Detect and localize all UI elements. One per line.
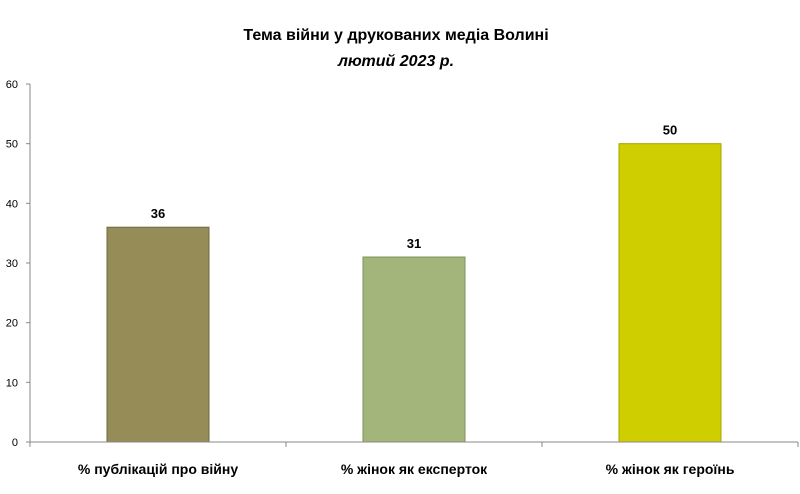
y-tick-label: 10	[6, 377, 18, 389]
bar	[106, 226, 210, 443]
data-label: 36	[151, 206, 165, 221]
chart-subtitle: лютий 2023 р.	[337, 53, 454, 70]
bar	[618, 143, 722, 443]
y-tick-label: 40	[6, 198, 18, 210]
y-tick-label: 50	[6, 139, 18, 151]
bar	[362, 256, 466, 443]
y-tick-label: 0	[12, 437, 18, 449]
x-category-label: % публікацій про війну	[78, 461, 238, 477]
data-label: 50	[663, 123, 677, 138]
data-label: 31	[407, 236, 421, 251]
chart-title: Тема війни у друкованих медіа Волині	[243, 27, 548, 44]
y-tick-label: 20	[6, 318, 18, 330]
x-category-label: % жінок як героїнь	[606, 461, 735, 477]
y-tick-label: 30	[6, 258, 18, 270]
x-category-label: % жінок як експерток	[341, 461, 488, 477]
y-tick-label: 60	[6, 79, 18, 91]
